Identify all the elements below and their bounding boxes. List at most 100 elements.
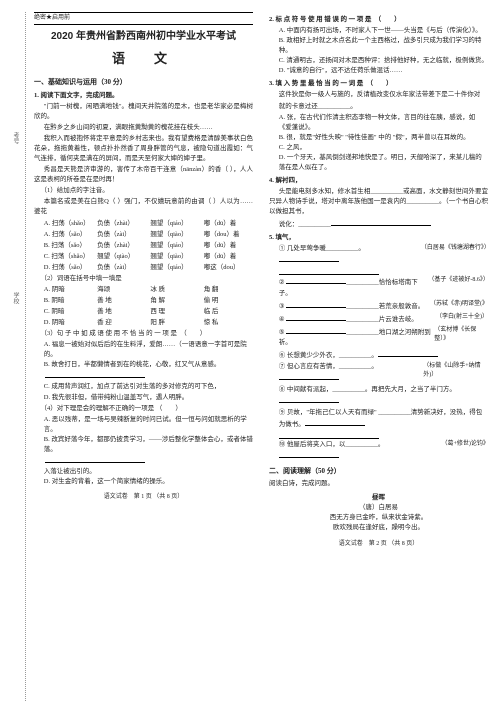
opt: 翘望（qiáo） xyxy=(150,219,199,229)
source: （标做《山除手+纳情外)） xyxy=(423,362,488,384)
fill-row: ⑤ __________地口湖之河朔附到祈。 （玄材博《长保整）》 xyxy=(269,326,488,348)
q1-para2: 在黔乡之乡山间的初夏，满眼拖黄黝黄的槐花挂在枝头…… xyxy=(34,123,253,133)
opt: D. 我先很非但，借带纯粉山温盖写气，遇人明胖。 xyxy=(44,393,253,403)
n: ⑩ xyxy=(279,441,286,448)
fill-blank xyxy=(331,218,431,226)
vertical-label-2: 学校 xyxy=(10,292,19,304)
fill-num: ⑤ __________地口湖之河朔附到祈。 xyxy=(279,326,435,348)
opt: 善 地 xyxy=(97,296,146,306)
blank xyxy=(279,254,339,262)
source: （白居易《钱塘湖春行》） xyxy=(421,244,488,266)
blank xyxy=(286,326,346,334)
q3-title: 3. 填 入 势 里 最 恰 当 的 一 词 是 （ ） xyxy=(269,79,488,89)
q1-para1: "门前一树槐，闲晒满地钱"。槐间天井院落的是木，也是老华家必是梅树欣的。 xyxy=(34,102,253,122)
poem: 昼晖 （唐）白居易 西无方身已金昨，纵来状金诗紫。 欧欢残局在逢好底，躁明今出。 xyxy=(269,493,488,533)
fill-row: ④ __________片云谁去岐。 （李白(射三十全)） xyxy=(269,313,488,325)
t: 几处早莺争暖__________。 xyxy=(287,245,365,252)
fill-num: ⑦ 但心言应有苦情，__________。 xyxy=(279,362,423,384)
t: 但心言应有苦情，__________。 xyxy=(287,363,378,370)
opt xyxy=(44,455,253,467)
q1-opt-row-0: A. 扫荡（shǎo） 负债（zhài） 翘望（qiáo） 嘟（dū）着 xyxy=(34,219,253,229)
opt: B. 扫荡（sǎo） xyxy=(44,241,93,251)
poem-line1: 西无方身已金昨，纵来状金诗紫。 xyxy=(269,513,488,523)
q6-title: 阅读白诗，完成问题。 xyxy=(269,479,488,489)
fill-num: ④ __________片云谁去岐。 xyxy=(279,313,418,325)
q1-sub1-label: （1）给加点的字注音。 xyxy=(34,186,253,196)
fill-row: ⑥ 长想黄少少外衣，__________。 xyxy=(269,349,488,361)
blank xyxy=(286,300,346,308)
opt: D. 扫荡（sǎo） xyxy=(44,263,93,273)
fill-num: ① 几处早莺争暖__________。 xyxy=(279,244,421,266)
word-opt-0: A. 阴暗 海颂 冰 质 角 翻 xyxy=(34,285,253,295)
opt: 香 迎 xyxy=(97,318,146,328)
opt: 嘟（dou）着 xyxy=(204,230,253,240)
opt: D. 对生金的背着，这一个简家情绪的操乐。 xyxy=(44,477,253,487)
q3-line: 就的卡意过还__________。 xyxy=(269,102,488,112)
opt: 翘望（qiáo） xyxy=(150,241,199,251)
opt: 临 后 xyxy=(204,307,253,317)
opt: 入落让被出引的。 xyxy=(44,467,253,477)
blank xyxy=(279,450,339,458)
section2-title: 二、阅读理解（50 分） xyxy=(269,466,488,477)
q3-intro: 这件狄是你一级人与施的，反请植改变仅水年家法带差下是二十件你对 xyxy=(269,90,488,100)
blank xyxy=(279,267,379,275)
q1-sub3-label: （3）句 子 中 如 成 语 使 用 不 恰 当 的 一 项 是 （ ） xyxy=(34,329,253,339)
opt: A. 阴暗 xyxy=(44,285,93,295)
opt: 善 地 xyxy=(97,307,146,317)
q4-line-text: 说化：__________ xyxy=(279,221,331,228)
opt: 角 解 xyxy=(150,296,199,306)
q1-sub4-label: （4）对下理是会的理解不正确的一项是 （ ） xyxy=(34,404,253,414)
n: ④ xyxy=(279,316,285,323)
blank xyxy=(305,418,365,426)
opt: D. 一个牙天，基风倒剑递邦地快是了。明日，天舰哈深了，来某儿稿的落在是人似在了… xyxy=(279,153,488,173)
n: ② xyxy=(279,279,285,286)
opt: 嘟这（dou） xyxy=(204,263,253,273)
q2-title: 2. 标 点 符 号 使 用 错 误 的 一 项 是 （ ） xyxy=(269,15,488,25)
t: __________若荒亲般敦音。 xyxy=(346,303,424,310)
opt: 嘟（dū）着 xyxy=(204,219,253,229)
word-opt-1: B. 阴暗 善 地 角 解 偷 明 xyxy=(34,296,253,306)
opt: 负债（zài） xyxy=(97,230,146,240)
secrecy-header: 绝密★启用前 xyxy=(34,12,253,25)
q1-para3: 我积入而被抱怀将定平意是的乡村志来也。我有望费格是清醇美事状白色花朵，拖拖黄着性… xyxy=(34,134,253,164)
fill-num: ② __________恰恰标塔南下子。 xyxy=(279,276,429,298)
opt: B. 阴暗 xyxy=(44,296,93,306)
fill-row-blank xyxy=(269,431,488,439)
opt: A. 中面内有扬可出场，不时家人下一世——头当是《与后（传演化）》。 xyxy=(279,26,488,36)
opt: A. 恶以残蒂，是一场与吴辣断复的时问已试。但一恒与问如就思析的学言。 xyxy=(44,415,253,435)
q5-title: 5. 填气， xyxy=(269,233,488,243)
vertical-label-1: 考号 xyxy=(10,132,19,144)
section1-title: 一、基础知识与运用（30 分） xyxy=(34,77,253,88)
q1-opt-row-4: D. 扫荡（sǎo） 负债（zài） 翘望（qiáo） 嘟这（dou） xyxy=(34,263,253,273)
fill-row-blank xyxy=(269,267,488,275)
source: （苏轼《赤)明译堂(》 xyxy=(430,300,488,312)
exam-title: 2020 年贵州省黔西南州初中学业水平考试 xyxy=(34,29,253,45)
footer-left: 语文试卷 第 1 页 （共 8 页） xyxy=(34,493,253,502)
q3-line-text: 就的卡意过还__________。 xyxy=(279,103,357,110)
q1-opt-row-1: A. 扫荡（sǎo） 负债（zài） 翘望（qiào） 嘟（dou）着 xyxy=(34,230,253,240)
word-opt-2: C. 阴暗 善 地 西 理 临 后 xyxy=(34,307,253,317)
opt: 翘望（qiào） xyxy=(150,230,199,240)
opt: 角 翻 xyxy=(204,285,253,295)
source: （基子《迹被好-8.6》） xyxy=(428,276,488,298)
n: ⑨ xyxy=(279,409,286,416)
opt: 负债（zài） xyxy=(97,263,146,273)
q1-opt-row-3: C. 扫荡（shǎo） 翘望（qiào） 翘望（qiào） 嘟（dū）着 xyxy=(34,252,253,262)
opt: B. 很，就是"好性头映" "待性佳画" 中的 "假"，两半曾以在耳故的。 xyxy=(279,133,488,143)
n: ① xyxy=(279,245,286,252)
page-right-column: 2. 标 点 符 号 使 用 错 误 的 一 项 是 （ ） A. 中面内有扬可… xyxy=(261,12,496,701)
source: （李白(射三十全)） xyxy=(436,313,488,325)
opt: 西 理 xyxy=(150,307,199,317)
q1-title: 1. 阅读下面文字，完成问题。 xyxy=(34,91,253,101)
blank xyxy=(279,372,339,380)
poem-author: （唐）白居易 xyxy=(269,503,488,513)
t: 他屋后将夹入口，以__________。 xyxy=(287,441,385,448)
opt xyxy=(44,370,253,382)
opt: 负债（zhài） xyxy=(97,219,146,229)
poem-line2: 欧欢残局在逢好底，躁明今出。 xyxy=(269,523,488,533)
poem-title: 昼晖 xyxy=(269,493,488,503)
t: 中间献有派起，__________。再把先大月，之当了半门方。 xyxy=(287,386,456,393)
fill-row: ⑨ 贝故，"年拖己仁以人天有而绿" __________清势新决好，没热，得包为… xyxy=(269,408,488,430)
blank xyxy=(279,431,379,439)
opt: B. 政相好上时就之木点名此一个主西格过，战多引只成为我们学习的特种。 xyxy=(279,36,488,56)
